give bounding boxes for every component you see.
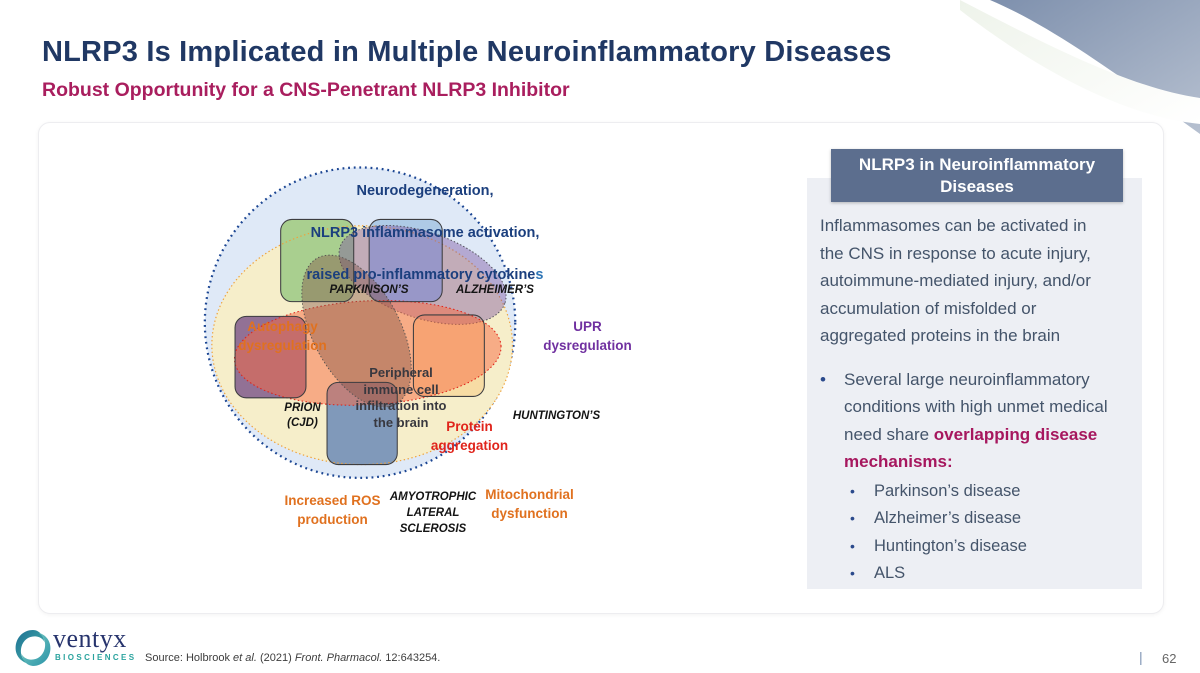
panel-intro-text: Inflammasomes can be activated in the CN… [820,216,1091,345]
source-prefix: Source: Holbrook [145,652,234,664]
source-suffix: 12:643254. [382,652,441,664]
label-increased-ros: Increased ROS production [284,493,381,527]
list-item: • Alzheimer’s disease [850,505,1134,533]
label-upr-dysregulation: UPR dysregulation [543,319,632,353]
list-item: • Huntington’s disease [850,533,1134,561]
outer-circle-label: Neurodegeneration, NLRP3 inflammasome ac… [245,160,605,286]
sub-bullet-marker: • [850,537,855,554]
outer-label-line3: raised pro-inflammatory cytokine [306,267,536,283]
ventyx-biosciences-label: BIOSCIENCES [55,653,137,662]
page-number: 62 [1162,651,1177,666]
page-title: NLRP3 Is Implicated in Multiple Neuroinf… [42,36,892,68]
page-subtitle: Robust Opportunity for a CNS-Penetrant N… [42,79,570,101]
sub-bullet-marker: • [850,482,855,499]
source-mid: (2021) [256,652,295,664]
box-outlines [234,218,485,466]
alzheimers-box [369,219,443,302]
label-prion-cjd: PRION (CJD) [284,402,321,429]
ventyx-wordmark: ventyx [53,624,127,653]
list-item: • ALS [850,560,1134,588]
label-huntingtons: HUNTINGTON’S [512,410,601,422]
source-journal: Front. Pharmacol. [294,652,383,664]
label-als: AMYOTROPHIC LATERAL SCLEROSIS [389,491,477,535]
info-panel [807,178,1142,589]
label-protein-aggregation: Protein aggregation [430,419,509,453]
label-parkinsons: PARKINSON’S [329,284,409,296]
panel-bullet: • Several large neuroinflammatory condit… [820,366,1134,476]
list-item: • Parkinson’s disease [850,478,1134,506]
bullet-marker: • [820,369,826,389]
source-citation: Source: Holbrook et al. (2021) Front. Ph… [145,652,440,664]
info-panel-body: Inflammasomes can be activated in the CN… [820,212,1134,588]
sub-bullet-text: ALS [874,564,906,582]
sub-bullet-marker: • [850,510,855,526]
outer-label-line1: Neurodegeneration, [356,183,494,199]
bullet-text-plain: Several large neuroinflammatory conditio… [844,369,1108,444]
source-et-al: et al. [233,652,257,664]
sub-bullet-text: Parkinson’s disease [874,481,1021,500]
bullet-text: Several large neuroinflammatory conditio… [844,366,1120,476]
outer-label-line2: NLRP3 inflammasome activation, [310,225,540,241]
venn-diagram [203,166,517,480]
upr-ellipse [338,224,507,325]
parkinsons-box [280,219,354,302]
sub-bullet-marker: • [850,565,855,581]
label-peripheral-infiltration: Peripheral immune cell infiltration into… [355,365,447,430]
ventyx-logo-icon [15,630,51,666]
protein-aggregation-ellipse [233,299,502,406]
corner-swoosh-decoration [960,0,1200,134]
label-mitochondrial-dysfunction: Mitochondrial dysfunction [485,487,574,521]
bullet-text-emphasis: overlapping disease mechanisms: [844,424,1098,472]
sub-bullet-text: Huntington’s disease [874,536,1027,555]
label-alzheimers: ALZHEIMER’S [456,284,534,296]
page-number-divider: | [1139,649,1143,665]
info-panel-header: NLRP3 in Neuroinflammatory Diseases [831,149,1123,202]
sub-bullet-text: Alzheimer’s disease [874,509,1022,527]
sub-bullet-list: • Parkinson’s disease • Alzheimer’s diseas… [850,478,1134,588]
peripheral-infiltration-ellipse [301,254,412,408]
label-autophagy-dysregulation: Autophagy dysregulation [238,319,327,353]
outer-label-line3-tail: s [535,267,544,283]
